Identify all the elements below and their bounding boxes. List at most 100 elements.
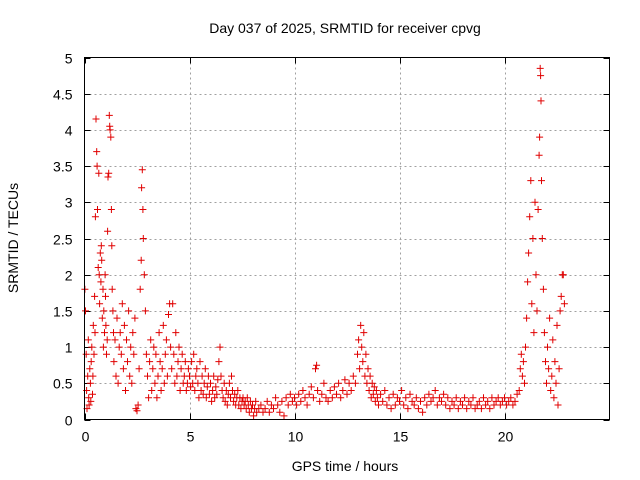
data-point (295, 390, 303, 398)
data-point (368, 379, 376, 387)
data-point (312, 365, 319, 373)
data-point (358, 343, 366, 351)
data-point (456, 397, 464, 405)
data-point (158, 365, 166, 373)
data-point (252, 397, 260, 405)
data-point (519, 358, 527, 366)
data-point (480, 394, 487, 402)
data-point (362, 350, 370, 358)
data-point (117, 350, 125, 358)
data-point (322, 394, 330, 402)
data-point (516, 365, 524, 373)
data-point (263, 397, 271, 405)
data-point (257, 401, 265, 409)
data-point (107, 206, 115, 213)
data-point (186, 372, 193, 380)
data-point (119, 365, 127, 373)
y-tick-label: 1 (65, 340, 73, 356)
data-point (423, 401, 431, 409)
data-point (556, 307, 564, 315)
data-point (389, 390, 397, 398)
axis-ticks (84, 57, 610, 421)
data-point (116, 329, 124, 337)
data-point (153, 394, 161, 402)
data-point (128, 379, 136, 387)
data-point (98, 314, 106, 322)
data-point (92, 115, 100, 123)
data-point (228, 372, 235, 380)
data-point (486, 405, 494, 413)
data-point (146, 358, 154, 366)
data-point (339, 387, 347, 394)
data-point (96, 249, 104, 257)
data-point (274, 401, 282, 409)
data-point (355, 336, 363, 344)
data-point (227, 394, 234, 402)
data-point (364, 365, 372, 373)
data-point (182, 387, 190, 394)
data-point (284, 401, 292, 409)
data-point (345, 379, 353, 387)
data-point (88, 343, 96, 351)
data-point (188, 358, 196, 366)
data-point (272, 394, 280, 402)
data-point (318, 390, 326, 398)
data-point (243, 394, 251, 402)
data-point (417, 397, 424, 405)
data-point (532, 271, 540, 279)
data-point (324, 397, 332, 405)
data-point (488, 394, 496, 402)
data-point (134, 401, 142, 409)
data-point (536, 133, 544, 141)
data-point (544, 343, 551, 351)
data-point (533, 307, 541, 315)
data-point (548, 372, 556, 380)
data-point (410, 401, 418, 409)
data-point (99, 343, 107, 351)
data-point (421, 394, 429, 402)
data-point (267, 401, 275, 409)
data-point (373, 394, 381, 402)
data-point (111, 336, 119, 344)
data-point (369, 390, 377, 398)
data-point (503, 401, 511, 409)
data-point (98, 256, 106, 264)
data-point (406, 390, 414, 398)
data-point (446, 405, 454, 413)
data-point (471, 405, 479, 413)
data-point (347, 387, 355, 394)
data-point (526, 213, 534, 221)
data-point (135, 365, 143, 373)
data-point (231, 390, 239, 398)
data-point (221, 397, 229, 405)
data-point (316, 397, 324, 405)
data-point (91, 213, 99, 221)
data-point (365, 387, 373, 394)
data-point (559, 271, 567, 279)
data-point (147, 336, 155, 344)
data-point (123, 336, 130, 344)
data-point (171, 379, 179, 387)
data-point (349, 372, 357, 380)
gridlines (84, 57, 610, 420)
data-point (141, 307, 149, 315)
data-point (157, 387, 165, 394)
data-point (527, 177, 535, 185)
data-point (522, 343, 529, 351)
data-point (159, 321, 167, 329)
data-point (94, 264, 102, 271)
plot-frame (84, 57, 610, 420)
data-point (175, 343, 183, 351)
data-point (505, 397, 513, 405)
data-point (89, 321, 97, 329)
data-point (102, 292, 109, 300)
data-point (104, 173, 112, 181)
data-point (270, 405, 277, 413)
data-point (169, 300, 177, 308)
data-point (154, 372, 162, 380)
data-point (139, 235, 147, 242)
y-tick-label: 4.5 (53, 87, 73, 103)
data-point (215, 358, 223, 366)
data-point (528, 300, 536, 308)
data-point (213, 390, 221, 398)
